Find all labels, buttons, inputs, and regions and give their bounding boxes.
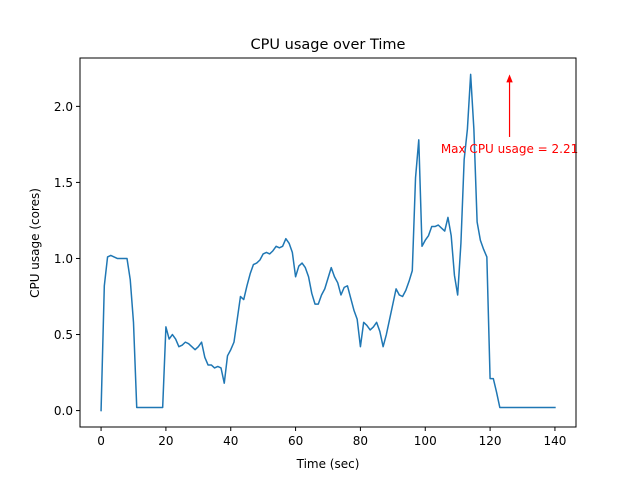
y-tick-label: 1.0 <box>54 252 73 266</box>
x-tick-label: 0 <box>97 434 105 448</box>
y-tick-label: 0.0 <box>54 404 73 418</box>
y-axis: 0.0 0.5 1.0 1.5 2.0 <box>54 100 80 418</box>
x-tick-label: 120 <box>479 434 502 448</box>
x-axis-label: Time (sec) <box>296 457 360 471</box>
x-tick-label: 20 <box>158 434 173 448</box>
chart-title: CPU usage over Time <box>251 37 406 53</box>
annotation-text: Max CPU usage = 2.21 <box>441 142 578 156</box>
y-tick-label: 1.5 <box>54 176 73 190</box>
y-tick-label: 2.0 <box>54 100 73 114</box>
x-tick-label: 40 <box>223 434 238 448</box>
annotation-arrow-head <box>506 74 513 83</box>
y-tick-label: 0.5 <box>54 328 73 342</box>
y-axis-label: CPU usage (cores) <box>28 188 42 298</box>
series-line-0 <box>100 73 556 412</box>
plot-area: Max CPU usage = 2.21 <box>100 73 578 412</box>
axes-frame <box>79 57 577 428</box>
x-axis: 0 20 40 60 80 100 120 140 <box>97 427 566 448</box>
x-tick-label: 80 <box>353 434 368 448</box>
x-tick-label: 60 <box>288 434 303 448</box>
x-tick-label: 100 <box>414 434 437 448</box>
x-tick-label: 140 <box>543 434 566 448</box>
